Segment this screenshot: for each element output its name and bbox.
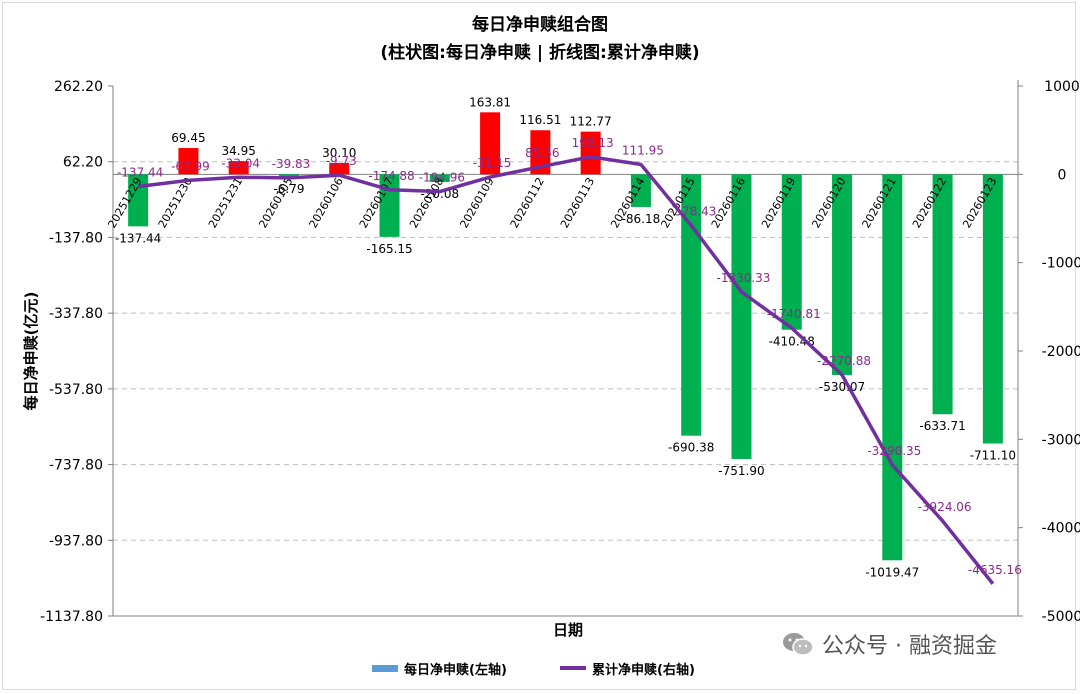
bar — [982, 174, 1003, 444]
line-value-label: -31.15 — [473, 156, 512, 170]
right-tick-label: 0 — [1058, 167, 1067, 183]
bar — [228, 161, 249, 175]
bar-value-label: 30.10 — [322, 146, 356, 160]
line-value-label: -33.04 — [221, 156, 260, 170]
line-value-label: -39.83 — [272, 157, 311, 171]
left-tick-label: 262.20 — [54, 79, 103, 95]
bar-value-label: -165.15 — [366, 242, 412, 256]
right-tick-label: 1000 — [1044, 79, 1080, 95]
line-value-label: -1330.33 — [716, 271, 770, 285]
bar — [630, 174, 651, 207]
line-value-label: 198.13 — [572, 136, 614, 150]
bar-value-label: 112.77 — [570, 115, 612, 129]
bar — [731, 174, 752, 459]
bar-value-label: -530.07 — [819, 380, 865, 394]
bar — [278, 174, 299, 177]
x-axis-title: 日期 — [553, 621, 583, 639]
line-value-label: -4635.16 — [968, 563, 1022, 577]
line-value-label: -578.43 — [670, 204, 716, 218]
legend-swatch-bar — [372, 665, 398, 672]
bar-value-label: -6.79 — [273, 182, 304, 196]
left-tick-label: -1137.80 — [40, 609, 103, 625]
bar — [530, 130, 551, 175]
left-tick-label: -737.80 — [49, 458, 103, 474]
left-tick-label: 62.20 — [63, 155, 103, 171]
left-tick-label: -937.80 — [49, 533, 103, 549]
line-value-label: -194.96 — [419, 171, 465, 185]
y-axis-title: 每日净申赎(亿元) — [22, 292, 40, 411]
x-tick-label: 20260113 — [558, 175, 597, 230]
bar — [480, 112, 501, 175]
bar — [781, 174, 802, 330]
line-value-label: -9.73 — [326, 154, 357, 168]
bar-value-label: 69.45 — [171, 131, 205, 145]
line-value-label: 111.95 — [622, 143, 664, 157]
chart-title: 每日净申赎组合图 — [472, 15, 608, 35]
bar — [832, 174, 853, 376]
line-value-label: -137.44 — [117, 165, 163, 179]
line-value-label: -67.99 — [171, 159, 210, 173]
line-value-label: -3924.06 — [918, 500, 972, 514]
bar-value-label: 34.95 — [222, 144, 256, 158]
left-tick-label: -537.80 — [49, 382, 103, 398]
bar — [580, 131, 601, 175]
right-tick-label: -4000 — [1042, 521, 1080, 537]
legend-label-line: 累计净申赎(右轴) — [592, 662, 695, 678]
line-value-label: 85.36 — [525, 146, 559, 160]
bar-value-label: -1019.47 — [865, 565, 919, 579]
bar-value-label: -751.90 — [718, 464, 764, 478]
bar-value-label: -633.71 — [919, 419, 965, 433]
left-tick-label: -337.80 — [49, 306, 103, 322]
bar — [932, 174, 953, 415]
line-value-label: -174.88 — [368, 169, 414, 183]
right-tick-label: -3000 — [1042, 432, 1080, 448]
bar — [178, 148, 199, 175]
bar-value-label: -86.18 — [622, 212, 661, 226]
right-tick-label: -1000 — [1042, 256, 1080, 272]
bar-value-label: -137.44 — [115, 231, 161, 245]
bar-value-label: 163.81 — [469, 95, 511, 109]
x-tick-label: 20260106 — [307, 175, 346, 230]
x-tick-label: 20251231 — [206, 175, 245, 230]
bar — [429, 174, 450, 182]
bar — [681, 174, 702, 436]
right-tick-label: -2000 — [1042, 344, 1080, 360]
wechat-icon — [783, 633, 814, 656]
cumulative-line — [137, 155, 995, 585]
watermark-text: 公众号 · 融资掘金 — [822, 634, 997, 659]
line-value-label: -3290.35 — [867, 444, 921, 458]
chart-subtitle: (柱状图:每日净申赎 | 折线图:累计净申赎) — [380, 43, 700, 63]
bar-value-label: -711.10 — [970, 449, 1016, 463]
bar — [882, 174, 903, 561]
left-tick-label: -137.80 — [49, 230, 103, 246]
watermark: 公众号 · 融资掘金 — [782, 628, 997, 660]
bar-value-label: 116.51 — [519, 113, 561, 127]
x-tick-label: 20260112 — [508, 175, 547, 230]
line-value-label: -2270.88 — [817, 354, 871, 368]
bar-value-label: -690.38 — [668, 441, 714, 455]
bar — [329, 162, 350, 175]
right-tick-label: -5000 — [1042, 609, 1080, 625]
legend-label-bar: 每日净申赎(左轴) — [404, 662, 507, 678]
line-value-label: -1740.81 — [767, 307, 821, 321]
